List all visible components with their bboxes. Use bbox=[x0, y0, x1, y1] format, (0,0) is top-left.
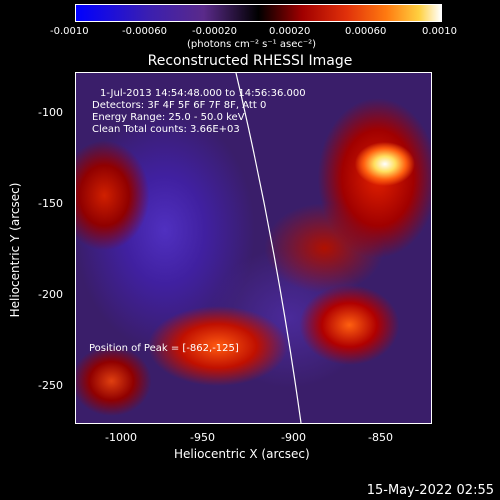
colorbar-tick: 0.0010 bbox=[422, 26, 457, 37]
x-tick: -850 bbox=[368, 431, 393, 444]
peak-position: Position of Peak = [-862,-125] bbox=[89, 343, 239, 354]
y-tick: -250 bbox=[38, 379, 63, 392]
x-tick: -900 bbox=[281, 431, 306, 444]
colorbar-unit: (photons cm⁻² s⁻¹ asec⁻²) bbox=[187, 39, 317, 50]
y-tick: -100 bbox=[38, 106, 63, 119]
info-block: 1-Jul-2013 14:54:48.000 to 14:56:36.000 … bbox=[92, 88, 306, 136]
y-tick: -200 bbox=[38, 288, 63, 301]
time-range: 1-Jul-2013 14:54:48.000 to 14:56:36.000 bbox=[100, 88, 306, 99]
clean-counts: Clean Total counts: 3.66E+03 bbox=[92, 124, 240, 135]
x-axis-title: Heliocentric X (arcsec) bbox=[174, 447, 310, 461]
energy-range: Energy Range: 25.0 - 50.0 keV bbox=[92, 112, 245, 123]
x-tick: -950 bbox=[190, 431, 215, 444]
solar-limb-line bbox=[235, 73, 302, 423]
colorbar-tick: -0.00060 bbox=[122, 26, 167, 37]
colorbar-tick: 0.00060 bbox=[345, 26, 387, 37]
detectors: Detectors: 3F 4F 5F 6F 7F 8F, Att 0 bbox=[92, 100, 267, 111]
plot-title: Reconstructed RHESSI Image bbox=[147, 53, 353, 69]
colorbar-tick: -0.00020 bbox=[192, 26, 237, 37]
y-tick: -150 bbox=[38, 197, 63, 210]
x-tick: -1000 bbox=[105, 431, 137, 444]
footer-date: 15-May-2022 02:55 bbox=[366, 483, 494, 498]
rhessi-image: Position of Peak = [-862,-125] bbox=[75, 72, 432, 424]
colorbar-tick: -0.0010 bbox=[50, 26, 89, 37]
y-axis-title: Heliocentric Y (arcsec) bbox=[8, 182, 22, 318]
colorbar bbox=[75, 4, 442, 22]
colorbar-tick: 0.00020 bbox=[269, 26, 311, 37]
